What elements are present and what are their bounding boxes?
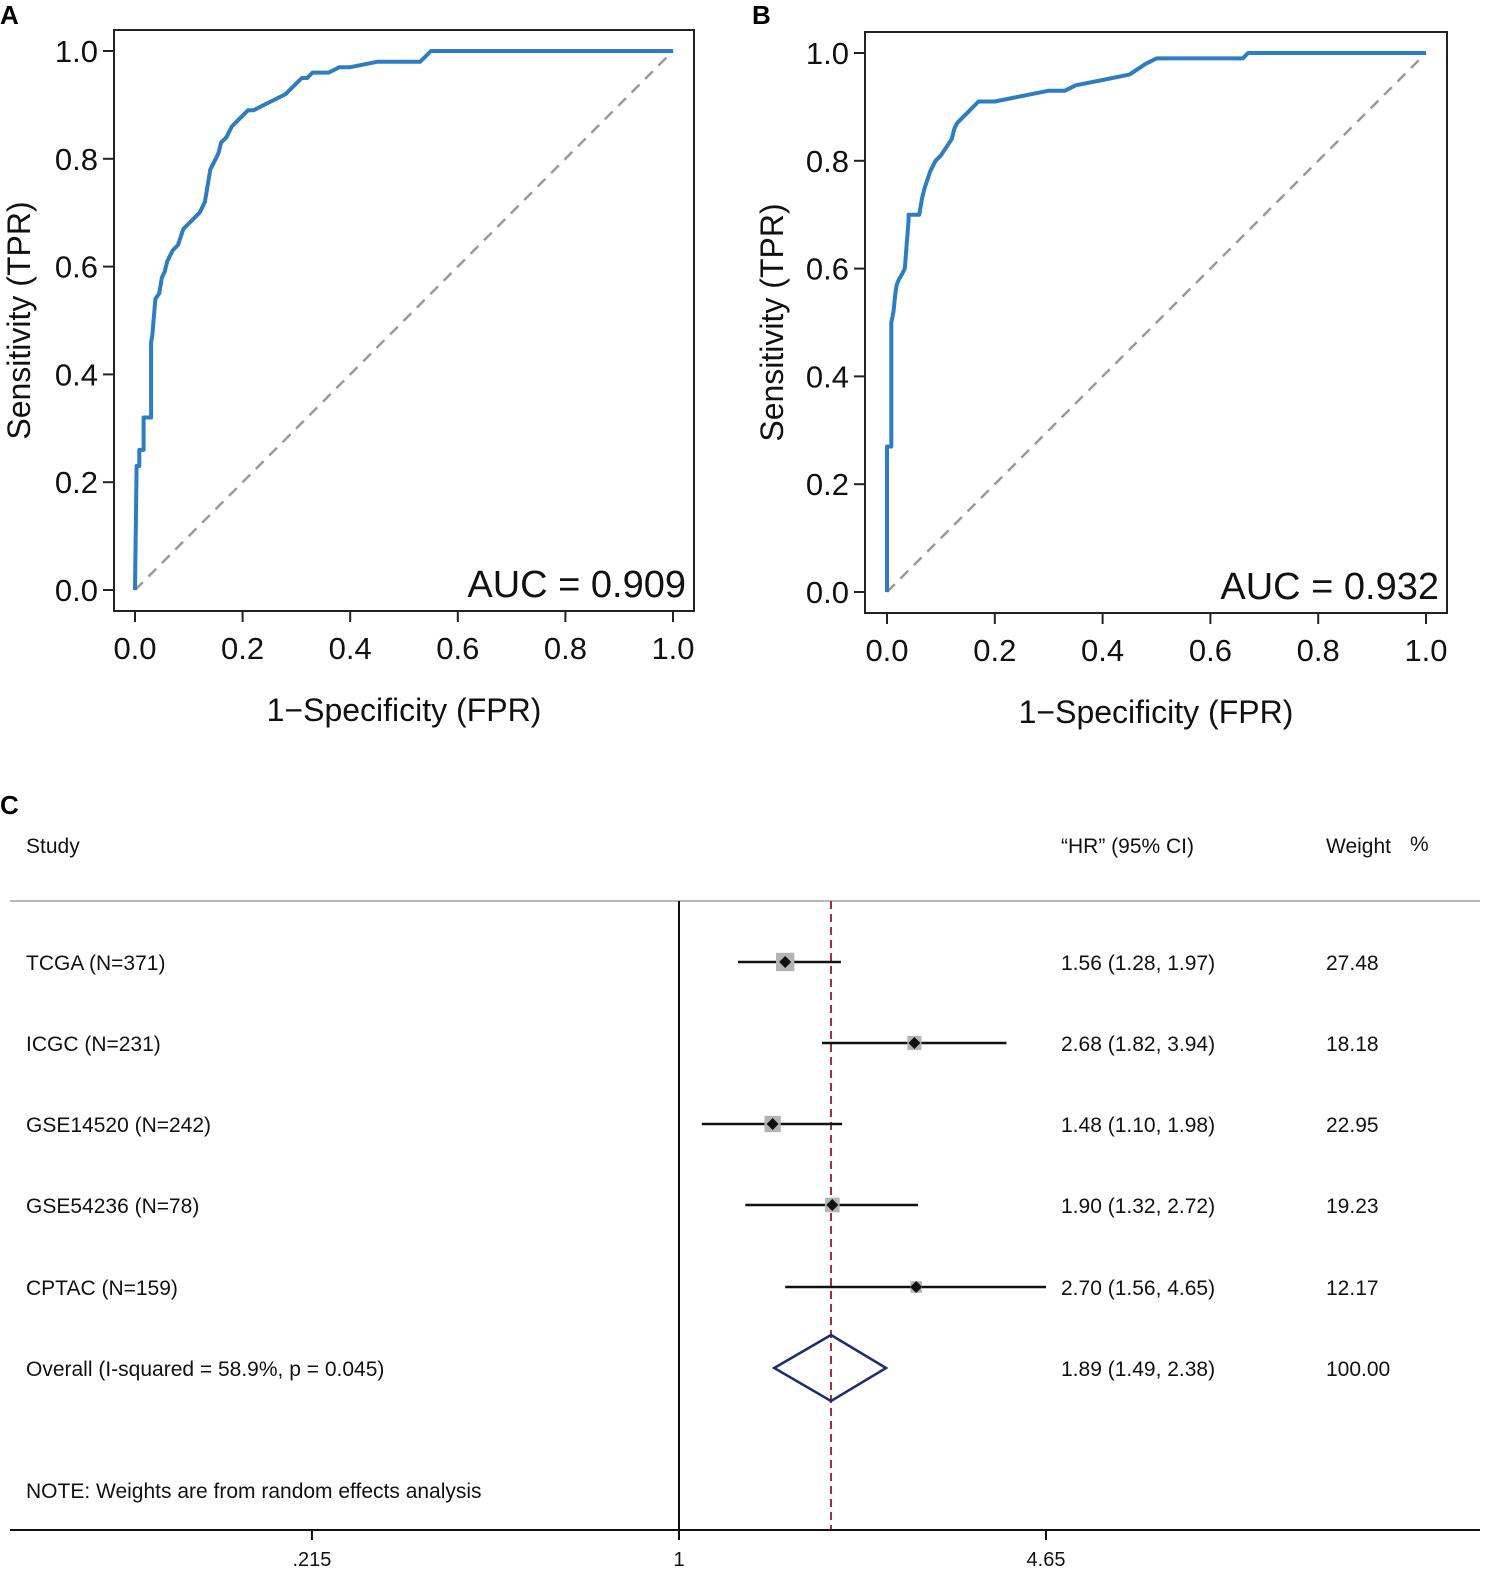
forest-plot: Study “HR” (95% CI) Weight % TCGA (N=371) 1.5… bbox=[10, 833, 1480, 1571]
study-label: CPTAC (N=159) bbox=[26, 1277, 178, 1300]
plot-frame bbox=[113, 29, 695, 612]
study-label: ICGC (N=231) bbox=[26, 1033, 161, 1056]
hr-ci-text: 2.68 (1.82, 3.94) bbox=[1061, 1033, 1215, 1056]
overall-hr-ci-text: 1.89 (1.49, 2.38) bbox=[1061, 1358, 1215, 1381]
x-tick-label: 0.0 bbox=[113, 631, 156, 666]
y-tick-label: 0.2 bbox=[806, 467, 849, 502]
study-label: GSE14520 (N=242) bbox=[26, 1114, 211, 1137]
y-tick-label: 0.4 bbox=[806, 359, 849, 394]
y-tick-label: 0.0 bbox=[806, 575, 849, 610]
hr-ci-text: 1.90 (1.32, 2.72) bbox=[1061, 1195, 1215, 1218]
x-tick-label: 0.2 bbox=[973, 633, 1016, 668]
y-tick-label: 1.0 bbox=[55, 34, 98, 69]
weight-text: 18.18 bbox=[1326, 1033, 1379, 1056]
overall-diamond bbox=[771, 1333, 889, 1403]
reference-diagonal bbox=[886, 52, 1427, 593]
weight-text: 19.23 bbox=[1326, 1195, 1379, 1218]
y-axis-title: Sensitivity (TPR) bbox=[1, 201, 37, 439]
hr-ci-text: 1.56 (1.28, 1.97) bbox=[1061, 952, 1215, 975]
point-estimate bbox=[826, 1199, 839, 1211]
y-tick-label: 0.2 bbox=[55, 465, 98, 500]
x-tick-label: 0.4 bbox=[329, 631, 372, 666]
panel-label-b: B bbox=[752, 0, 771, 30]
x-axis-title: 1−Specificity (FPR) bbox=[267, 692, 542, 728]
note-text: NOTE: Weights are from random effects an… bbox=[26, 1480, 482, 1503]
x-tick-label: 0.4 bbox=[1081, 633, 1124, 668]
y-tick-label: 0.8 bbox=[55, 142, 98, 177]
study-label: GSE54236 (N=78) bbox=[26, 1195, 199, 1218]
hr-ci-text: 1.48 (1.10, 1.98) bbox=[1061, 1114, 1215, 1137]
weight-text: 12.17 bbox=[1326, 1277, 1379, 1300]
x-tick-label: 0.8 bbox=[544, 631, 587, 666]
auc-annotation: AUC = 0.932 bbox=[1220, 566, 1439, 608]
y-tick-label: 0.8 bbox=[806, 144, 849, 179]
forest-x-tick-label: 4.65 bbox=[1027, 1549, 1066, 1571]
y-tick-label: 1.0 bbox=[806, 36, 849, 71]
point-estimate bbox=[779, 956, 792, 968]
hr-ci-text: 2.70 (1.56, 4.65) bbox=[1061, 1277, 1215, 1300]
auc-annotation: AUC = 0.909 bbox=[467, 564, 686, 606]
weight-text: 22.95 bbox=[1326, 1114, 1379, 1137]
x-tick-label: 1.0 bbox=[651, 631, 694, 666]
header-weight: Weight bbox=[1326, 835, 1391, 858]
y-tick-label: 0.0 bbox=[55, 573, 98, 608]
y-tick-label: 0.4 bbox=[55, 357, 98, 392]
y-axis-title: Sensitivity (TPR) bbox=[754, 203, 790, 441]
roc-curve bbox=[133, 49, 673, 591]
panel-label-c: C bbox=[0, 790, 19, 820]
forest-x-tick-label: .215 bbox=[292, 1549, 331, 1571]
header-percent: % bbox=[1410, 833, 1429, 856]
x-tick-label: 0.0 bbox=[865, 633, 908, 668]
x-tick-label: 0.2 bbox=[221, 631, 264, 666]
x-tick-label: 0.6 bbox=[436, 631, 479, 666]
reference-diagonal bbox=[134, 50, 674, 591]
point-estimate bbox=[910, 1281, 923, 1293]
overall-weight-text: 100.00 bbox=[1326, 1358, 1390, 1381]
study-label: TCGA (N=371) bbox=[26, 952, 165, 975]
overall-label: Overall (I-squared = 58.9%, p = 0.045) bbox=[26, 1358, 384, 1381]
roc-chart-a: 0.0 0.2 0.4 0.6 0.8 1.0 0.0 0.2 0.4 0.6 0.8 1.0 1−Sp… bbox=[1, 29, 695, 728]
panel-label-a: A bbox=[0, 0, 19, 30]
weight-text: 27.48 bbox=[1326, 952, 1379, 975]
x-axis-title: 1−Specificity (FPR) bbox=[1019, 694, 1294, 730]
y-tick-label: 0.6 bbox=[806, 252, 849, 287]
x-tick-label: 0.8 bbox=[1297, 633, 1340, 668]
point-estimate bbox=[766, 1118, 779, 1130]
header-study: Study bbox=[26, 835, 80, 858]
y-tick-label: 0.6 bbox=[55, 250, 98, 285]
x-tick-label: 1.0 bbox=[1404, 633, 1447, 668]
forest-x-tick-label: 1 bbox=[673, 1549, 684, 1571]
x-tick-label: 0.6 bbox=[1189, 633, 1232, 668]
header-hr: “HR” (95% CI) bbox=[1061, 835, 1194, 858]
point-estimate bbox=[908, 1037, 921, 1049]
roc-chart-b: 0.0 0.2 0.4 0.6 0.8 1.0 0.0 0.2 0.4 0.6 0.8 1.0 1−Sp… bbox=[754, 31, 1448, 730]
roc-curve bbox=[885, 51, 1426, 592]
plot-frame bbox=[864, 31, 1448, 614]
